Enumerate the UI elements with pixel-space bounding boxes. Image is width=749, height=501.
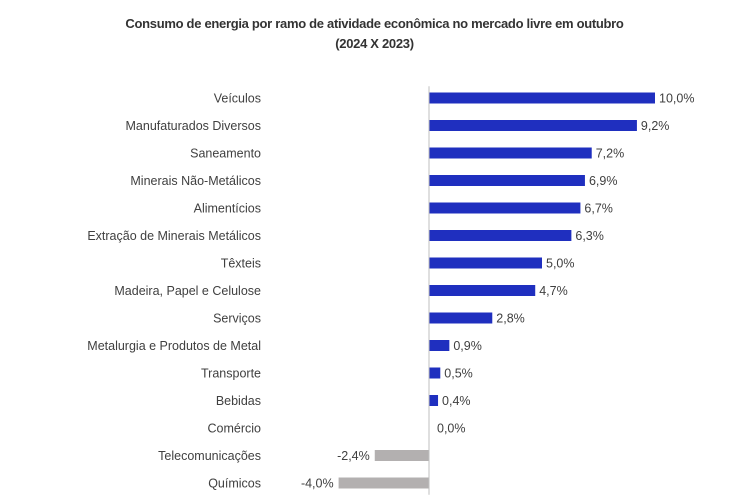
bar-texteis — [429, 257, 542, 269]
value-label-comercio: 0,0% — [437, 422, 466, 436]
value-label-extracao-de-minerais-metalicos: 6,3% — [575, 229, 604, 243]
bar-saneamento — [429, 147, 592, 159]
bar-manufaturados-diversos — [429, 120, 637, 131]
category-label-manufaturados-diversos: Manufaturados Diversos — [126, 119, 261, 133]
value-label-texteis: 5,0% — [546, 257, 575, 271]
bar-extracao-de-minerais-metalicos — [429, 230, 572, 241]
value-label-saneamento: 7,2% — [596, 147, 625, 161]
value-label-servicos: 2,8% — [496, 312, 525, 326]
value-labels-group: 10,0% 9,2% 7,2% 6,9% 6,7% 6,3%5,0% 4,7% 2,8% 0,9… — [301, 92, 695, 491]
category-label-metalurgia-e-produtos-de-metal: Metalurgia e Produtos de Metal — [87, 339, 261, 353]
category-label-texteis: Têxteis — [221, 257, 261, 271]
bar-transporte — [429, 367, 441, 379]
bar-veiculos — [429, 92, 655, 104]
category-label-servicos: Serviços — [213, 312, 261, 326]
category-label-madeira-papel-e-celulose: Madeira, Papel e Celulose — [114, 284, 261, 298]
chart-title-line-2: (2024 X 2023) — [335, 36, 414, 51]
bar-quimicos — [338, 477, 429, 489]
value-label-bebidas: 0,4% — [442, 394, 471, 408]
bar-minerais-nao-metalicos — [429, 175, 585, 186]
bar-alimenticios — [429, 202, 581, 214]
value-label-metalurgia-e-produtos-de-metal: 0,9% — [453, 339, 482, 353]
bars-group — [338, 92, 655, 489]
category-label-veiculos: Veículos — [214, 92, 261, 106]
bar-bebidas — [429, 395, 439, 406]
bar-telecomunicacoes — [374, 450, 429, 461]
value-label-minerais-nao-metalicos: 6,9% — [589, 174, 618, 188]
category-label-quimicos: Químicos — [208, 477, 261, 491]
value-label-quimicos: -4,0% — [301, 477, 334, 491]
category-label-bebidas: Bebidas — [216, 394, 261, 408]
bar-servicos — [429, 312, 493, 324]
value-label-telecomunicacoes: -2,4% — [337, 449, 370, 463]
category-label-telecomunicacoes: Telecomunicações — [158, 449, 261, 463]
chart-title-line-1: Consumo de energia por ramo de atividade… — [125, 16, 624, 31]
category-label-transporte: Transporte — [201, 367, 261, 381]
category-label-minerais-nao-metalicos: Minerais Não-Metálicos — [130, 174, 261, 188]
value-label-transporte: 0,5% — [444, 367, 473, 381]
bar-madeira-papel-e-celulose — [429, 285, 536, 296]
value-label-alimenticios: 6,7% — [584, 202, 613, 216]
category-label-alimenticios: Alimentícios — [194, 202, 261, 216]
category-label-comercio: Comércio — [208, 422, 262, 436]
bar-metalurgia-e-produtos-de-metal — [429, 340, 450, 351]
category-labels-group: Veículos Manufaturados Diversos Saneamento… — [87, 92, 261, 491]
chart-title: Consumo de energia por ramo de atividade… — [0, 14, 749, 54]
category-label-saneamento: Saneamento — [190, 147, 261, 161]
category-label-extracao-de-minerais-metalicos: Extração de Minerais Metálicos — [87, 229, 261, 243]
value-label-veiculos: 10,0% — [659, 92, 694, 106]
value-label-manufaturados-diversos: 9,2% — [641, 119, 670, 133]
value-label-madeira-papel-e-celulose: 4,7% — [539, 284, 568, 298]
